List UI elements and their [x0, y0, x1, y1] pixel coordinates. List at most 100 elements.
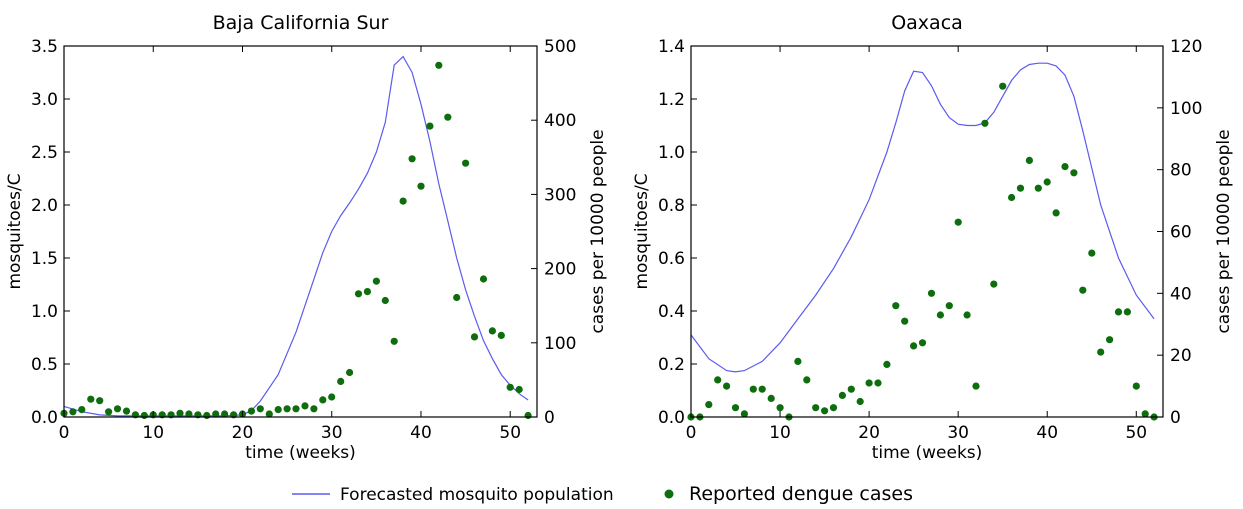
dengue-case-point — [767, 394, 775, 402]
dengue-case-point — [453, 293, 461, 302]
y2-tick-label: 0 — [544, 408, 555, 428]
y2-tick-label: 400 — [544, 111, 576, 131]
legend-mosquito-label: Forecasted mosquito population — [340, 485, 614, 505]
dengue-case-point — [319, 396, 327, 404]
x-tick-label: 40 — [1036, 423, 1058, 443]
x-tick-label: 20 — [232, 423, 254, 443]
dengue-case-point — [963, 311, 971, 319]
dengue-case-point — [78, 406, 86, 414]
dengue-case-point — [749, 385, 757, 393]
dengue-case-point — [883, 360, 891, 368]
dengue-case-point — [1025, 156, 1033, 164]
x-axis-label: time (weeks) — [872, 443, 983, 463]
dengue-case-point — [990, 280, 998, 288]
dengue-case-point — [758, 385, 766, 393]
dengue-case-point — [705, 401, 713, 409]
y-tick-label: 2.5 — [31, 143, 58, 163]
dengue-case-point — [185, 410, 193, 418]
dengue-case-point — [390, 337, 398, 345]
x-tick-label: 0 — [686, 423, 697, 443]
chart-title: Baja California Sur — [213, 12, 389, 34]
plot-frame — [63, 45, 538, 418]
y-tick-label: 0.4 — [658, 302, 685, 322]
y-tick-label: 1.0 — [31, 302, 58, 322]
dengue-case-point — [399, 197, 407, 205]
y2-tick-label: 40 — [1170, 284, 1192, 304]
x-tick-label: 10 — [769, 423, 791, 443]
dengue-case-point — [470, 333, 479, 341]
y-axis-label: mosquitoes/C — [5, 173, 25, 289]
chart-left-panel: 0 10 20 30 40 50 0.0 0.5 1.0 1.5 2.0 2.5 3.0 3.5 0 100 2… — [5, 12, 608, 463]
y-tick-label: 0.8 — [658, 196, 685, 216]
dengue-case-point — [506, 383, 514, 391]
dengue-case-point — [847, 385, 855, 393]
dengue-case-point — [856, 397, 864, 406]
dengue-case-point — [203, 411, 211, 420]
dengue-case-point — [1043, 178, 1051, 186]
y2-tick-label: 60 — [1170, 223, 1192, 243]
x-tick-label: 10 — [142, 423, 164, 443]
dengue-case-point — [247, 407, 255, 415]
dengue-case-point — [354, 290, 363, 298]
x-axis-label: time (weeks) — [245, 443, 356, 463]
dengue-case-point — [1123, 308, 1131, 316]
y-tick-label: 0.5 — [31, 355, 58, 375]
x-tick-label: 50 — [1125, 423, 1147, 443]
dengue-case-point — [731, 404, 740, 412]
y2-tick-label: 300 — [544, 185, 576, 205]
dengue-case-point — [337, 377, 345, 385]
dengue-case-point — [381, 296, 389, 305]
dengue-case-point — [87, 395, 95, 403]
y2-tick-label: 200 — [544, 260, 576, 280]
dengue-case-point — [776, 404, 784, 412]
x-tick-label: 20 — [858, 423, 880, 443]
dengue-case-point — [972, 382, 980, 390]
dengue-case-point — [910, 342, 918, 350]
dengue-case-point — [113, 405, 122, 413]
dengue-case-point — [176, 409, 184, 417]
dengue-case-point — [821, 407, 829, 415]
dengue-case-point — [328, 393, 336, 401]
dengue-case-point — [96, 397, 104, 405]
dengue-case-point — [838, 391, 847, 399]
dengue-case-point — [346, 368, 354, 377]
dengue-case-point — [1079, 286, 1087, 294]
y2-tick-label: 120 — [1170, 37, 1202, 57]
y2-axis-label: cases per 10000 people — [588, 129, 608, 333]
dengue-case-point — [1114, 308, 1123, 316]
dengue-case-point — [1061, 163, 1069, 171]
y-tick-label: 3.0 — [31, 90, 58, 110]
dengue-case-point — [417, 182, 425, 190]
dengue-case-point — [1132, 382, 1140, 390]
dengue-case-point — [740, 410, 749, 418]
dengue-case-point — [462, 159, 470, 167]
y2-tick-label: 100 — [544, 334, 576, 354]
dengue-case-point — [954, 218, 962, 226]
y2-tick-label: 0 — [1170, 408, 1181, 428]
x-tick-label: 40 — [410, 423, 432, 443]
dengue-case-point — [524, 411, 532, 420]
dengue-case-point — [812, 404, 820, 412]
dengue-case-point — [1141, 410, 1149, 418]
dengue-case-point — [497, 331, 505, 339]
dengue-case-point — [892, 302, 900, 310]
dengue-case-point — [829, 404, 838, 412]
y-tick-label: 0.0 — [658, 408, 685, 428]
dengue-case-point — [363, 288, 371, 296]
dengue-case-point — [274, 406, 282, 414]
dengue-case-point — [426, 122, 434, 130]
y2-tick-label: 80 — [1170, 161, 1192, 181]
y-tick-label: 0.0 — [31, 408, 58, 428]
dengue-case-point — [515, 385, 523, 394]
dengue-case-point — [865, 379, 873, 387]
legend-dot-swatch — [664, 489, 674, 499]
dengue-case-point — [310, 405, 318, 413]
y-tick-label: 1.0 — [658, 143, 685, 163]
dengue-case-point — [803, 376, 811, 384]
dengue-case-point — [981, 119, 989, 127]
y-tick-label: 1.5 — [31, 249, 58, 269]
y2-tick-label: 20 — [1170, 346, 1192, 366]
dengue-case-point — [723, 382, 731, 390]
dengue-case-point — [435, 61, 443, 69]
